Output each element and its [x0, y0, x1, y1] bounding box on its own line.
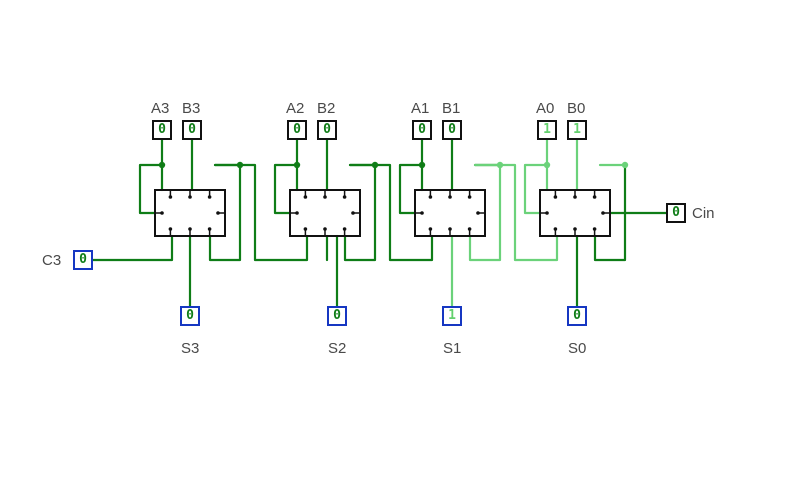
pin-value: 0 [184, 122, 200, 138]
output-pin-S1: 1 [442, 306, 462, 326]
junction-dot [159, 162, 165, 168]
output-pin-S0: 0 [567, 306, 587, 326]
input-pin-A2[interactable]: 0 [287, 120, 307, 140]
wire [400, 140, 422, 213]
label-B2: B2 [317, 100, 335, 117]
pin-value: 1 [444, 308, 460, 324]
input-pin-A3[interactable]: 0 [152, 120, 172, 140]
pin-value: 0 [668, 205, 684, 221]
pin-value: 0 [569, 308, 585, 324]
junction-dot [544, 162, 550, 168]
wire [525, 140, 547, 213]
label-A0: A0 [536, 100, 554, 117]
input-pin-B1[interactable]: 0 [442, 120, 462, 140]
label-B3: B3 [182, 100, 200, 117]
wire [93, 236, 172, 260]
input-pin-B0[interactable]: 1 [567, 120, 587, 140]
label-C3: C3 [42, 252, 61, 269]
wires-layer [0, 0, 804, 503]
label-S3: S3 [181, 340, 199, 357]
pin-value: 1 [569, 122, 585, 138]
label-B1: B1 [442, 100, 460, 117]
input-pin-Cin[interactable]: 0 [666, 203, 686, 223]
label-Cin: Cin [692, 205, 715, 222]
input-pin-A0[interactable]: 1 [537, 120, 557, 140]
label-S0: S0 [568, 340, 586, 357]
pin-value: 0 [75, 252, 91, 268]
wire [327, 236, 337, 306]
pin-value: 0 [289, 122, 305, 138]
wire [275, 140, 297, 213]
pin-value: 0 [182, 308, 198, 324]
label-A2: A2 [286, 100, 304, 117]
pin-value: 0 [414, 122, 430, 138]
pin-value: 0 [154, 122, 170, 138]
input-pin-B3[interactable]: 0 [182, 120, 202, 140]
label-B0: B0 [567, 100, 585, 117]
pin-value: 0 [319, 122, 335, 138]
input-pin-B2[interactable]: 0 [317, 120, 337, 140]
junction-dot [237, 162, 243, 168]
pin-value: 0 [329, 308, 345, 324]
junction-dot [497, 162, 503, 168]
adder-diagram: { "diagram": { "type": "schematic", "tit… [0, 0, 804, 503]
output-pin-S3: 0 [180, 306, 200, 326]
label-S2: S2 [328, 340, 346, 357]
label-S1: S1 [443, 340, 461, 357]
input-pin-A1[interactable]: 0 [412, 120, 432, 140]
output-pin-C3: 0 [73, 250, 93, 270]
output-pin-S2: 0 [327, 306, 347, 326]
pin-value: 0 [444, 122, 460, 138]
junction-dot [419, 162, 425, 168]
junction-dot [294, 162, 300, 168]
wire [140, 140, 162, 213]
label-A3: A3 [151, 100, 169, 117]
junction-dot [372, 162, 378, 168]
pin-value: 1 [539, 122, 555, 138]
junction-dot [622, 162, 628, 168]
label-A1: A1 [411, 100, 429, 117]
